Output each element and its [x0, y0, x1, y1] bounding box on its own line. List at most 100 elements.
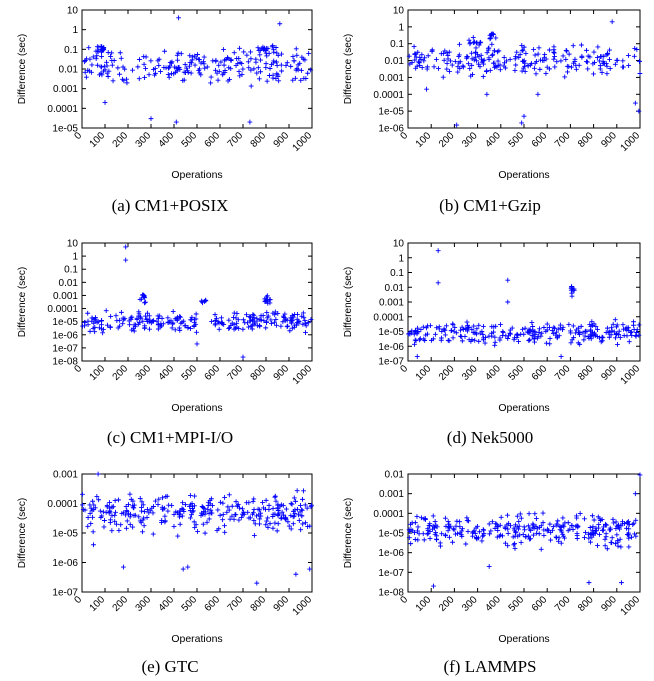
x-tick-label: 700: [226, 130, 246, 150]
data-point: [626, 544, 632, 550]
data-point: [626, 53, 631, 58]
data-point: [436, 326, 442, 332]
data-point: [467, 66, 473, 72]
data-point: [185, 325, 191, 331]
x-axis-label: Operations: [171, 169, 222, 181]
data-point: [142, 75, 147, 80]
data-point: [220, 500, 226, 506]
data-point: [505, 277, 511, 283]
data-point: [212, 312, 218, 318]
data-point: [457, 524, 463, 530]
data-point: [480, 332, 486, 337]
scatter-series: [80, 244, 314, 360]
x-tick-label: 500: [507, 130, 527, 150]
y-tick-label: 1e-05: [378, 327, 404, 338]
data-point: [408, 521, 413, 527]
data-point: [536, 531, 542, 537]
data-point: [200, 521, 206, 527]
data-point: [407, 529, 413, 535]
data-point: [222, 495, 227, 500]
data-point: [629, 333, 635, 338]
data-point: [155, 321, 161, 327]
data-point: [504, 58, 509, 64]
x-tick-label: 700: [226, 363, 246, 383]
data-point: [179, 506, 185, 512]
data-point: [93, 56, 99, 62]
data-point: [492, 342, 498, 348]
data-point: [226, 317, 232, 323]
data-point: [544, 528, 550, 534]
data-point: [505, 526, 511, 532]
caption-e: (e) GTC: [141, 657, 199, 676]
data-point: [112, 518, 118, 524]
data-point: [148, 116, 154, 122]
data-point: [290, 54, 296, 60]
data-point: [430, 336, 436, 342]
data-point: [512, 335, 517, 341]
data-point: [523, 534, 529, 540]
data-point: [414, 514, 420, 519]
data-point: [151, 318, 157, 323]
data-point: [251, 507, 257, 512]
data-point: [140, 517, 146, 523]
data-point: [271, 58, 277, 64]
data-point: [165, 508, 171, 514]
data-point: [582, 516, 587, 522]
data-point: [512, 533, 518, 539]
data-point: [597, 516, 603, 522]
data-point: [114, 318, 120, 324]
data-point: [450, 335, 456, 341]
data-point: [104, 63, 110, 69]
data-point: [281, 512, 286, 518]
data-point: [247, 119, 253, 125]
x-tick-label: 0: [398, 130, 410, 142]
data-point: [214, 70, 220, 76]
data-point: [112, 498, 118, 503]
data-point: [128, 316, 134, 322]
data-point: [110, 78, 116, 84]
data-point: [181, 318, 187, 324]
data-point: [491, 48, 497, 54]
data-point: [573, 523, 579, 529]
x-tick-label: 800: [576, 130, 596, 150]
data-point: [562, 74, 568, 80]
data-point: [411, 44, 417, 50]
data-point: [185, 68, 190, 74]
data-point: [459, 338, 465, 344]
data-point: [453, 523, 459, 529]
data-point: [147, 326, 152, 332]
data-point: [519, 48, 525, 54]
data-point: [187, 515, 193, 521]
data-point: [160, 495, 165, 501]
data-point: [597, 532, 602, 537]
data-point: [619, 580, 624, 586]
data-point: [525, 523, 531, 529]
data-point: [267, 521, 273, 527]
data-point: [138, 520, 144, 526]
y-tick-label: 0.01: [59, 278, 79, 289]
y-tick-label: 1e-07: [378, 357, 404, 368]
data-point: [608, 332, 614, 338]
data-point: [255, 506, 261, 512]
data-point: [626, 521, 632, 527]
data-point: [620, 519, 625, 525]
data-point: [143, 313, 148, 319]
data-point: [495, 524, 501, 529]
data-point: [305, 320, 311, 326]
data-point: [287, 328, 293, 334]
data-point: [602, 536, 608, 542]
data-point: [569, 337, 575, 343]
data-point: [209, 319, 214, 324]
data-point: [632, 100, 638, 106]
data-point: [291, 513, 297, 519]
data-point: [497, 335, 503, 341]
data-point: [170, 320, 176, 326]
data-point: [508, 523, 513, 529]
data-point: [265, 46, 271, 52]
data-point: [621, 64, 626, 70]
data-point: [474, 535, 479, 540]
data-point: [118, 55, 124, 61]
data-point: [203, 298, 209, 304]
data-point: [109, 62, 115, 68]
data-point: [245, 320, 250, 326]
